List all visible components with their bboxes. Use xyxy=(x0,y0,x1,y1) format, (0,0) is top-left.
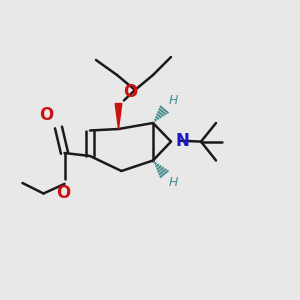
Text: O: O xyxy=(39,106,53,124)
Text: H: H xyxy=(169,176,178,189)
Polygon shape xyxy=(115,103,122,129)
Text: O: O xyxy=(123,83,137,101)
Text: H: H xyxy=(169,94,178,107)
Text: O: O xyxy=(56,184,70,202)
Text: N: N xyxy=(176,132,190,150)
